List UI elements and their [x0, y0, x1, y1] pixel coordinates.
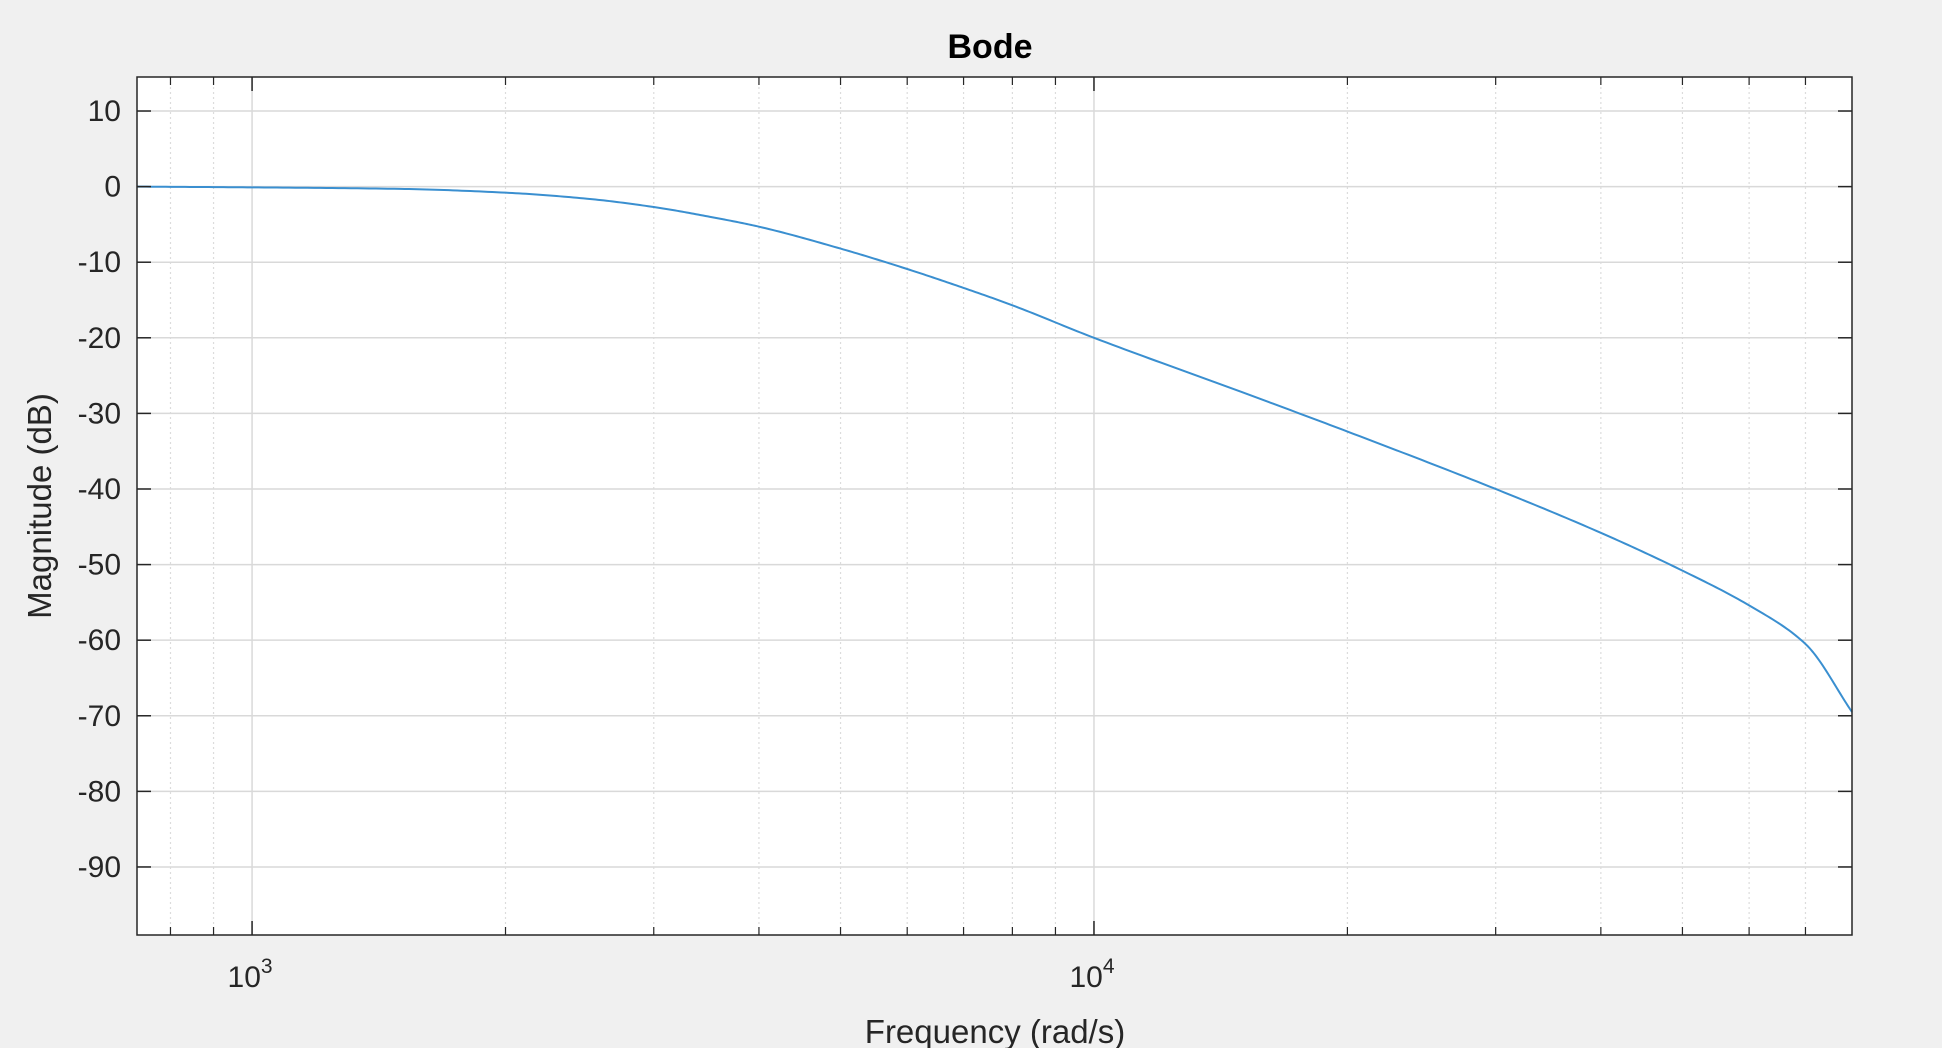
- y-tick-label: 10: [88, 95, 121, 128]
- x-tick-exponent: 3: [261, 955, 273, 978]
- y-axis-label: Magnitude (dB): [21, 393, 58, 619]
- x-tick-label: 103: [228, 955, 273, 994]
- y-tick-label: -80: [78, 775, 121, 808]
- y-tick-labels: 10 0 -10 -20 -30 -40 -50 -60 -70 -80 -90: [78, 95, 121, 884]
- x-tick-label: 104: [1069, 955, 1114, 994]
- y-tick-label: -30: [78, 397, 121, 430]
- y-tick-label: -10: [78, 246, 121, 279]
- x-tick-exponent: 4: [1103, 955, 1115, 978]
- x-tick-base: 10: [228, 961, 261, 994]
- y-tick-label: 0: [104, 171, 121, 204]
- y-tick-label: -50: [78, 549, 121, 582]
- chart-title: Bode: [948, 28, 1033, 66]
- y-tick-label: -20: [78, 322, 121, 355]
- plot-area[interactable]: [137, 77, 1852, 935]
- x-axis-label: Frequency (rad/s): [865, 1013, 1125, 1048]
- major-grid: [137, 77, 1852, 935]
- x-tick-base: 10: [1069, 961, 1102, 994]
- x-tick-labels: 103 104: [228, 955, 1115, 994]
- series-line: [136, 185, 1853, 713]
- axis-ticks: [137, 77, 1852, 935]
- y-tick-label: -70: [78, 700, 121, 733]
- y-tick-label: -60: [78, 624, 121, 657]
- axes-box: [136, 76, 1853, 936]
- y-tick-label: -90: [78, 851, 121, 884]
- y-tick-label: -40: [78, 473, 121, 506]
- series-layer: [136, 185, 1853, 713]
